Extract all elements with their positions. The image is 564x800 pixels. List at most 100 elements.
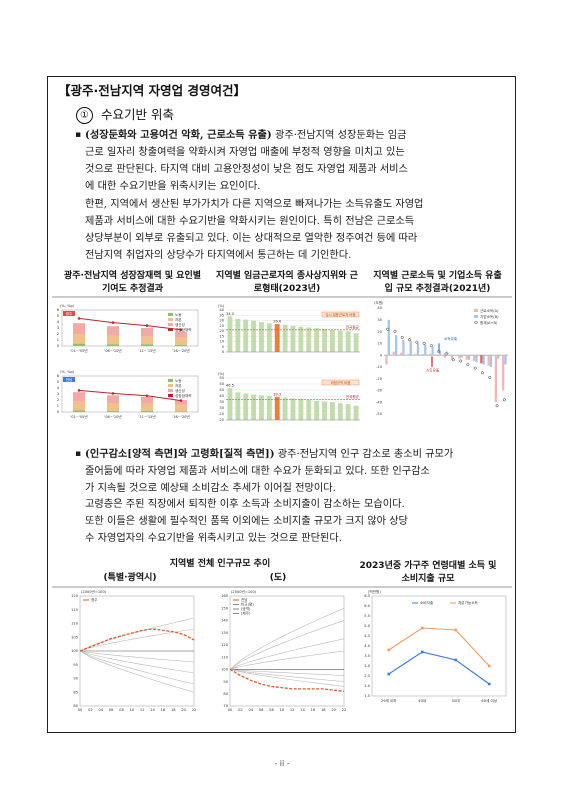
chart-income-spending-age: (백만원) 1.5 2.0 2.5 3.0 3.5 4.0 4.5 5.0 5.5 6.0 6.5 29… xyxy=(364,589,507,703)
tick-label: 20 xyxy=(219,418,224,422)
tick-label: 100 xyxy=(221,668,229,672)
data-point xyxy=(387,648,391,652)
bar-labor xyxy=(450,355,454,360)
bar xyxy=(290,398,296,420)
tick-label: 04 xyxy=(98,708,103,712)
category-label: '01~'05년 xyxy=(70,414,87,419)
bar-segment xyxy=(175,331,187,338)
reference-label: 전국평균 xyxy=(346,394,360,399)
bar-business xyxy=(475,355,478,363)
tick-label: 04 xyxy=(248,708,253,712)
badge-label: 임시·일용근로자 비중 xyxy=(325,312,355,317)
bar xyxy=(337,403,343,420)
data-point xyxy=(111,392,115,395)
tick-label: 3.5 xyxy=(364,654,370,658)
bar xyxy=(274,324,280,352)
comparison-line xyxy=(229,638,345,670)
tick-label: 110 xyxy=(221,655,229,659)
tick-label: 02 xyxy=(88,708,93,712)
tick-label: 160 xyxy=(221,594,229,598)
tick-label: 45 xyxy=(219,388,224,392)
legend-label: 합계(A+B) xyxy=(480,320,498,325)
total-marker xyxy=(415,340,419,344)
page-heading: 【광주·전남지역 자영업 경영여건】 xyxy=(58,83,246,98)
tick-label: 0 xyxy=(57,344,60,348)
bar xyxy=(259,322,264,352)
comparison-line xyxy=(79,650,195,693)
legend-swatch xyxy=(168,384,173,387)
bar-labor xyxy=(487,355,490,366)
bar xyxy=(259,395,264,420)
bar-labor xyxy=(399,352,403,356)
plot-frame xyxy=(371,595,507,697)
legend-label: 광주 xyxy=(91,597,98,602)
bar-segment xyxy=(73,343,85,346)
y-unit: (%) xyxy=(218,304,225,308)
bar xyxy=(314,328,320,352)
bar-business xyxy=(489,355,493,367)
bar-labor xyxy=(443,355,446,358)
tick-label: 1 xyxy=(57,404,59,408)
tick-label: 18 xyxy=(171,708,176,712)
tick-label: 6 xyxy=(57,308,60,312)
panel-badge xyxy=(63,377,75,382)
legend-label: 근로소득(A) xyxy=(480,308,499,313)
bar-business xyxy=(409,340,412,356)
tick-label: 16 xyxy=(161,708,166,712)
chart-income-outflow: (조원) -50 -40 -30 -20 -10 0 10 20 30 40 근로소득(A)기업소득(… xyxy=(374,300,508,416)
tick-label: 06 xyxy=(259,708,264,712)
tick-label: 22 xyxy=(192,708,197,712)
bar xyxy=(322,329,327,352)
tick-label: 0 xyxy=(222,350,225,354)
comparison-line xyxy=(79,628,195,652)
para-line: 제품과 서비스에 대한 수요기반을 약화시키는 원인이다. 특히 전남은 근로소… xyxy=(85,216,415,227)
para-line: 한편, 지역에서 생산된 부가가치가 다른 지역으로 빠져나가는 소득유출도 자… xyxy=(85,199,424,210)
legend-swatch xyxy=(168,389,173,392)
legend-label: 노동 xyxy=(175,312,182,317)
legend-label: 비교(평) xyxy=(241,602,254,607)
tick-label: 95 xyxy=(73,663,78,667)
data-point xyxy=(420,650,424,654)
tick-label: 30 xyxy=(219,406,224,410)
paragraph-lead: (성장둔화와 고용여건 악화, 근로소득 유출) xyxy=(85,129,272,141)
bar-segment xyxy=(175,400,187,405)
para-line: 가 지속될 것으로 예상돼 소비감소 추세가 이어질 전망이다. xyxy=(85,483,336,494)
bar-labor xyxy=(436,355,439,357)
bar xyxy=(227,388,233,420)
tick-label: 100 xyxy=(71,649,79,653)
data-point xyxy=(454,628,458,632)
bar-segment xyxy=(73,410,85,412)
legend-swatch xyxy=(168,379,173,382)
category-label: '01~'05년 xyxy=(70,348,87,353)
data-label: 39.3 xyxy=(273,392,281,396)
bar-labor xyxy=(480,355,483,364)
bar-business xyxy=(402,339,405,356)
total-marker xyxy=(408,338,411,342)
category-label: '06~'10년 xyxy=(104,414,121,419)
tick-label: 08 xyxy=(269,708,274,712)
data-point xyxy=(77,389,81,392)
tick-label: 20 xyxy=(331,708,336,712)
plot-frame xyxy=(61,309,199,347)
tick-label: 00 xyxy=(78,708,83,712)
total-marker xyxy=(400,335,404,339)
bar xyxy=(353,405,359,420)
series-line xyxy=(388,651,490,685)
bar xyxy=(282,397,288,420)
subsection-number: ① xyxy=(76,107,93,124)
tick-label: 80 xyxy=(73,704,78,708)
category-label: '06~'10년 xyxy=(104,348,121,353)
tick-label: 10 xyxy=(219,340,224,344)
tick-label: 30 xyxy=(219,319,224,323)
tick-label: -30 xyxy=(376,389,383,393)
bar-segment xyxy=(175,337,187,345)
legend-swatch xyxy=(474,320,478,325)
tick-label: 15 xyxy=(219,334,224,338)
legend-label: 처분가능소득 xyxy=(458,600,479,605)
bar-business xyxy=(387,319,390,356)
bar-business xyxy=(438,350,442,356)
legend-label: 노동 xyxy=(175,378,182,383)
tick-label: 6.5 xyxy=(364,594,370,598)
tick-label: -50 xyxy=(376,412,383,416)
